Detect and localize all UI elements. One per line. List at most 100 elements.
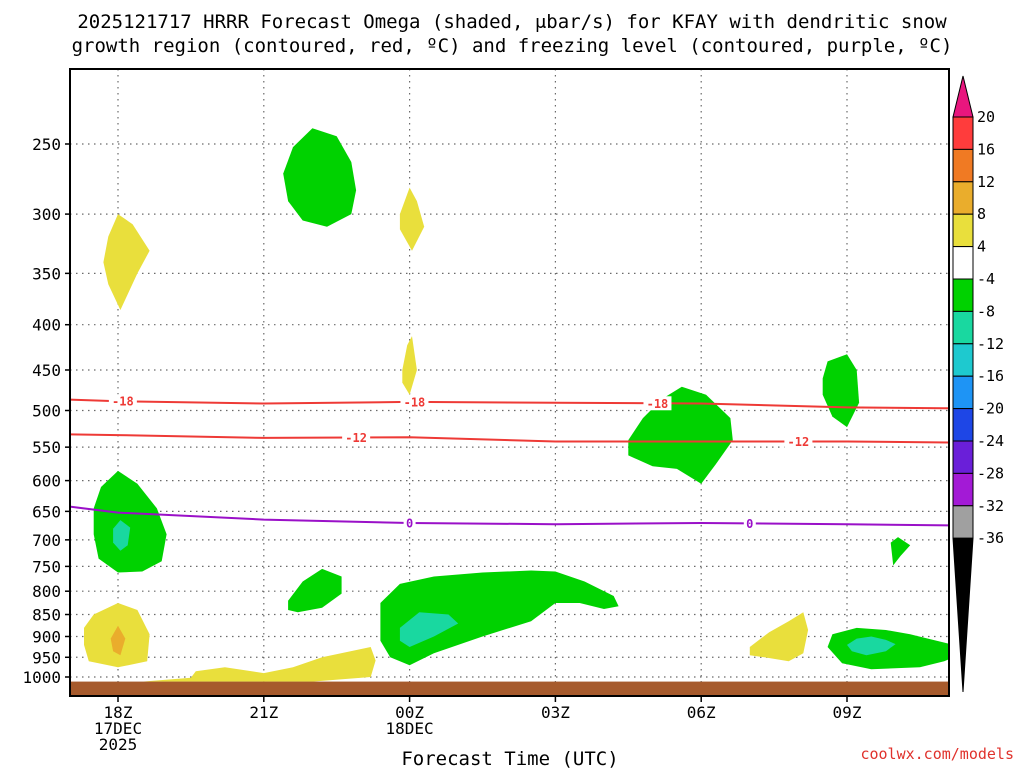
x-tick-label-3-0: 03Z — [541, 703, 570, 722]
colorbar-segment-6 — [952, 310, 974, 345]
colorbar-label-6: -8 — [977, 302, 995, 320]
y-tick-label-300: 300 — [32, 205, 61, 224]
colorbar-label-10: -24 — [977, 432, 1004, 450]
dendritic-12C-label-bg-1 — [784, 434, 813, 449]
omega-blob-yellow-3 — [402, 336, 417, 395]
colorbar-segment-2 — [952, 181, 974, 215]
x-tick-label-2-0: 00Z — [395, 703, 424, 722]
colorbar-segment-11 — [952, 472, 974, 507]
y-tick-label-550: 550 — [32, 438, 61, 457]
omega-blob-yellow-7 — [749, 612, 809, 662]
dendritic-12C-line — [70, 433, 949, 444]
x-tick-label-0-1: 17DEC — [94, 719, 142, 738]
colorbar-top-arrow — [952, 75, 974, 118]
x-tick-label-4-0: 06Z — [687, 703, 716, 722]
omega-shading — [84, 128, 992, 682]
x-tick-label-5-0: 09Z — [833, 703, 862, 722]
dendritic-12C-label-0: -12 — [345, 431, 367, 445]
dendritic-18C-label-bg-0 — [108, 394, 137, 409]
y-tick-label-500: 500 — [32, 402, 61, 421]
y-tick-label-1000: 1000 — [22, 668, 61, 687]
omega-blob-yellow-1 — [103, 214, 150, 310]
y-tick-label-600: 600 — [32, 472, 61, 491]
colorbar-label-13: -36 — [977, 529, 1004, 547]
omega-blob-green-7 — [890, 537, 911, 566]
dendritic-18C-label-1: -18 — [404, 395, 426, 409]
colorbar-segment-0 — [952, 116, 974, 150]
omega-blob-green-5 — [288, 568, 342, 613]
plot-area: -18 -18 -18 -12 -12 0 0 — [70, 69, 992, 696]
dendritic-18C-label-bg-2 — [643, 396, 672, 411]
colorbar-segment-10 — [952, 440, 974, 474]
omega-blob-green-1 — [283, 128, 357, 227]
omega-blob-yellow-2 — [399, 187, 425, 251]
omega-blob-green-2 — [822, 354, 860, 428]
x-tick-label-2-1: 18DEC — [386, 719, 434, 738]
colorbar-segment-7 — [952, 343, 974, 377]
y-tick-label-650: 650 — [32, 502, 61, 521]
omega-blob-green-4 — [93, 470, 167, 573]
chart-title-line-1: 2025121717 HRRR Forecast Omega (shaded, … — [77, 11, 947, 33]
colorbar-segment-8 — [952, 375, 974, 410]
y-tick-label-900: 900 — [32, 627, 61, 646]
omega-blob-yellow-6 — [142, 647, 376, 682]
y-tick-label-350: 350 — [32, 264, 61, 283]
y-tick-label-250: 250 — [32, 135, 61, 154]
colorbar-label-11: -28 — [977, 464, 1004, 482]
colorbar-label-1: 16 — [977, 140, 995, 158]
omega-blob-teal-1 — [113, 520, 131, 551]
plot-frame — [69, 68, 950, 697]
colorbar-segment-1 — [952, 148, 974, 183]
colorbar-segment-9 — [952, 408, 974, 442]
omega-blob-yellow-4 — [973, 591, 992, 613]
freezing-level-label-1: 0 — [746, 517, 753, 531]
colorbar-segment-4 — [952, 246, 974, 280]
y-tick-label-400: 400 — [32, 316, 61, 335]
y-tick-label-950: 950 — [32, 648, 61, 667]
colorbar-label-2: 12 — [977, 173, 995, 191]
colorbar-label-9: -20 — [977, 400, 1004, 418]
dendritic-12C-label-1: -12 — [788, 435, 810, 449]
chart-title-line-2: growth region (contoured, red, ºC) and f… — [72, 35, 953, 57]
colorbar-segment-3 — [952, 213, 974, 248]
contour-lines: -18 -18 -18 -12 -12 0 0 — [70, 394, 949, 531]
dendritic-18C-label-2: -18 — [647, 397, 669, 411]
colorbar-label-12: -32 — [977, 497, 1004, 515]
terrain-surface — [70, 681, 949, 696]
y-tick-label-850: 850 — [32, 606, 61, 625]
y-axis: 250 300 350 400 450 500 550 600 650 700 750 800 850 9… — [22, 135, 70, 687]
freezing-level-line — [70, 505, 949, 527]
freezing-level-label-bg-1 — [743, 516, 756, 531]
y-tick-label-750: 750 — [32, 557, 61, 576]
colorbar-bottom-arrow — [952, 537, 974, 693]
colorbar-label-3: 8 — [977, 205, 986, 223]
x-tick-label-1-0: 21Z — [249, 703, 278, 722]
dendritic-18C-line — [70, 398, 949, 410]
dendritic-12C-label-bg-0 — [342, 430, 371, 445]
colorbar-segment-5 — [952, 278, 974, 312]
y-tick-label-450: 450 — [32, 361, 61, 380]
colorbar-segment-12 — [952, 505, 974, 539]
colorbar-label-5: -4 — [977, 270, 995, 288]
freezing-level-label-0: 0 — [406, 517, 413, 531]
x-tick-label-0-2: 2025 — [99, 735, 138, 754]
colorbar-label-0: 20 — [977, 108, 995, 126]
dendritic-18C-label-bg-1 — [400, 394, 429, 409]
x-tick-label-0-0: 18Z — [104, 703, 133, 722]
omega-blob-orange-1 — [110, 625, 126, 656]
credit-text[interactable]: coolwx.com/models — [860, 745, 1014, 763]
x-axis-label: Forecast Time (UTC) — [401, 748, 618, 768]
colorbar-label-7: -12 — [977, 335, 1004, 353]
y-tick-label-700: 700 — [32, 531, 61, 550]
freezing-level-label-bg-0 — [403, 516, 416, 531]
omega-blob-teal-2 — [399, 612, 459, 647]
omega-blob-teal-3 — [847, 636, 896, 656]
omega-blob-green-6 — [380, 570, 619, 666]
colorbar-label-4: 4 — [977, 238, 986, 256]
colorbar-label-8: -16 — [977, 367, 1004, 385]
y-tick-label-800: 800 — [32, 582, 61, 601]
omega-blob-green-3 — [628, 386, 733, 484]
omega-blob-green-8 — [827, 627, 949, 670]
